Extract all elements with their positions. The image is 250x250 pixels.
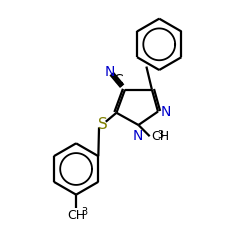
Text: C: C [113,73,123,87]
Text: S: S [98,117,107,132]
Text: N: N [133,130,143,143]
Text: N: N [161,104,171,118]
Text: N: N [105,65,115,79]
Text: CH: CH [67,209,85,222]
Text: CH: CH [151,130,169,143]
Text: 3: 3 [81,208,87,218]
Text: 3: 3 [158,130,164,140]
